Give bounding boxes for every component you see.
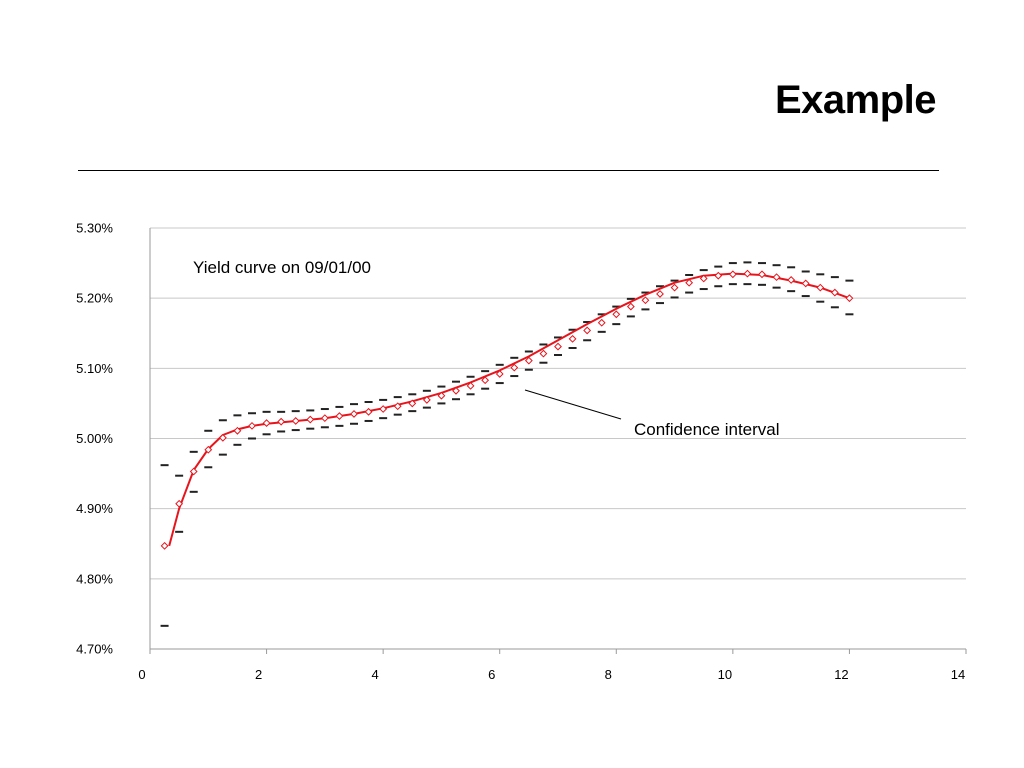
- observed-yield-point: [204, 445, 213, 454]
- observed-yield-point: [743, 269, 752, 278]
- observed-yield-point: [335, 412, 344, 420]
- observed-yield-point: [816, 283, 825, 292]
- observed-yield-point: [597, 318, 606, 327]
- observed-yield-point: [437, 391, 446, 400]
- observed-yield-point: [772, 273, 781, 282]
- observed-yield-point: [291, 417, 300, 425]
- observed-yield-point: [830, 288, 839, 297]
- x-tick-label: 10: [718, 667, 732, 682]
- observed-yield-point: [364, 407, 373, 416]
- observed-yield-point: [160, 541, 169, 550]
- observed-yield-point: [656, 290, 664, 298]
- x-tick-label: 12: [834, 667, 848, 682]
- curve-annotation: Yield curve on 09/01/00: [193, 258, 371, 277]
- observed-yield-point: [175, 499, 184, 508]
- observed-yield-point: [554, 342, 562, 351]
- y-tick-label: 5.00%: [76, 431, 113, 446]
- x-tick-label: 8: [605, 667, 612, 682]
- annotation-leader-line: [524, 389, 622, 420]
- chart-labels: Yield curve on 09/01/00 Confidence inter…: [193, 258, 780, 439]
- observed-yield-point: [539, 349, 548, 358]
- observed-yield-point: [189, 467, 198, 476]
- observed-yield-point: [641, 296, 650, 305]
- observed-yield-point: [466, 381, 475, 390]
- observed-yield-point: [452, 386, 460, 395]
- y-tick-label: 4.70%: [76, 642, 113, 657]
- observed-yield-point: [612, 310, 621, 319]
- observed-yield-point: [233, 426, 242, 435]
- y-tick-label: 5.10%: [76, 361, 113, 376]
- observed-yield-point: [758, 270, 766, 279]
- observed-yield-point: [699, 274, 708, 283]
- observed-yield-point: [787, 276, 796, 284]
- y-tick-label: 5.20%: [76, 291, 113, 306]
- observed-yield-point: [728, 270, 737, 279]
- y-tick-label: 4.90%: [76, 501, 113, 516]
- observed-yield-point: [801, 279, 810, 288]
- confidence-bounds: [160, 261, 854, 627]
- y-tick-label: 4.80%: [76, 571, 113, 586]
- interval-annotation: Confidence interval: [634, 420, 780, 439]
- x-tick-label: 4: [372, 667, 379, 682]
- observed-yield-point: [845, 294, 854, 303]
- x-tick-label: 0: [138, 667, 145, 682]
- grid-lines: [150, 227, 966, 650]
- observed-yield-point: [568, 334, 577, 343]
- observed-yield-point: [583, 326, 592, 335]
- x-tick-label: 6: [488, 667, 495, 682]
- observed-yield-point: [422, 396, 431, 404]
- observed-yield-point: [350, 410, 358, 418]
- observed-yield-point: [393, 402, 402, 411]
- observed-yield-point: [714, 271, 723, 280]
- observed-yield-point: [218, 433, 227, 442]
- observed-yield-point: [277, 417, 286, 426]
- observed-yield-point: [510, 363, 519, 372]
- observed-yield-point: [306, 415, 315, 424]
- observed-yield-point: [320, 414, 329, 423]
- observed-yield-point: [248, 421, 256, 430]
- observed-yield-point: [495, 370, 504, 378]
- observed-yield-point: [262, 419, 271, 427]
- x-tick-label: 2: [255, 667, 262, 682]
- observed-yield-point: [670, 283, 679, 292]
- observed-yield-point: [524, 356, 533, 365]
- fitted-curve-layer: [168, 272, 850, 547]
- y-tick-label: 5.30%: [76, 221, 113, 236]
- slide-title: Example: [774, 78, 937, 122]
- axes: 4.70% 4.80% 4.90% 5.00% 5.10% 5.20% 5.30% 0 2 4 6 8…: [76, 221, 967, 682]
- observed-yield-point: [626, 302, 635, 311]
- fitted-yield-curve: [168, 272, 850, 547]
- title-divider: [78, 170, 939, 171]
- observed-yield-point: [481, 376, 490, 385]
- observed-yield-point: [408, 399, 417, 408]
- x-tick-label: 14: [951, 667, 965, 682]
- observed-points: [160, 269, 854, 550]
- observed-yield-point: [685, 278, 694, 287]
- observed-yield-point: [379, 405, 388, 413]
